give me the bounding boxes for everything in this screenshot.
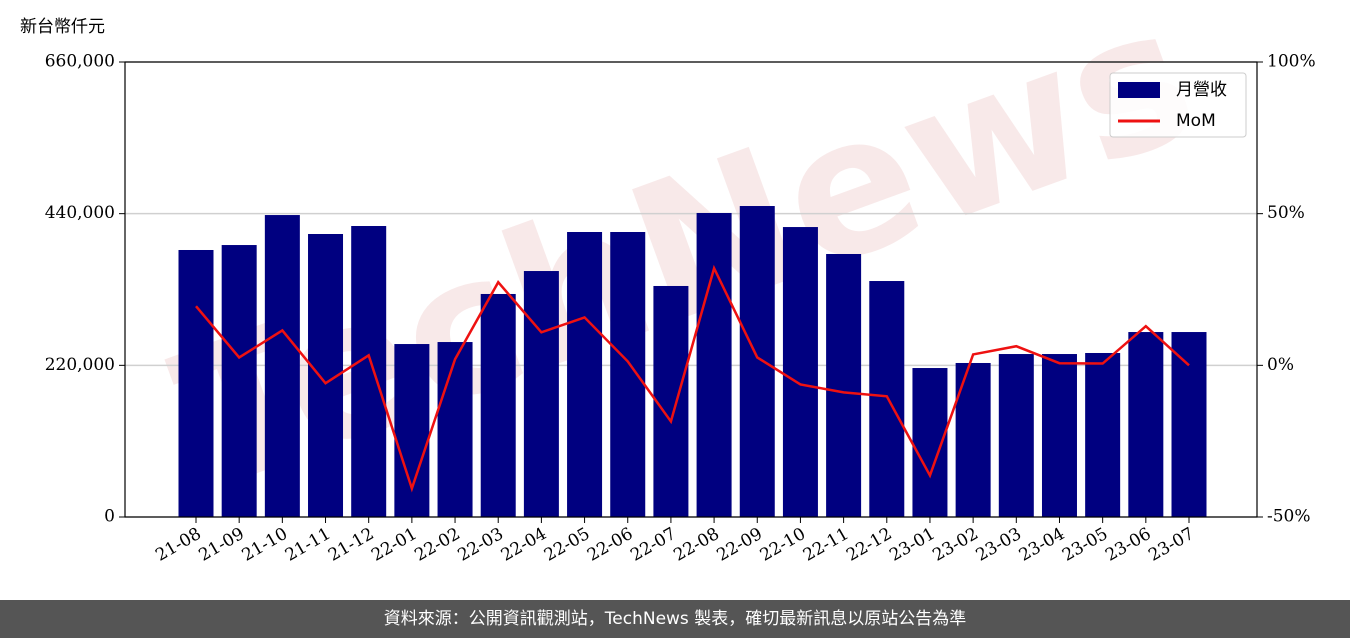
- bar: [523, 271, 559, 517]
- x-tick-label: 23-02: [929, 524, 981, 566]
- footer-text: 資料來源：公開資訊觀測站，TechNews 製表，確切最新訊息以原站公告為準: [384, 609, 966, 629]
- x-tick-label: 23-04: [1016, 524, 1068, 566]
- legend-label: 月營收: [1176, 80, 1227, 100]
- bar: [826, 253, 862, 517]
- line: [195, 264, 1190, 493]
- x-tick-label: 23-07: [1145, 524, 1197, 566]
- bar: [1085, 352, 1121, 517]
- x-tick-label: 22-10: [757, 524, 809, 566]
- bar: [610, 232, 646, 517]
- x-tick-label: 23-06: [1102, 524, 1154, 566]
- x-tick-label: 22-08: [670, 524, 722, 566]
- bar: [696, 212, 732, 517]
- x-tick-label: 22-04: [498, 524, 550, 566]
- legend-swatch: [1118, 82, 1160, 98]
- bar: [739, 206, 775, 517]
- y-tick-label: 440,000: [45, 203, 115, 223]
- bar: [351, 226, 387, 517]
- bar: [264, 215, 300, 517]
- x-tick-label: 23-05: [1059, 524, 1111, 566]
- y2-tick-label: -50%: [1267, 507, 1311, 527]
- x-tick-label: 21-11: [282, 524, 334, 566]
- y2-tick-label: 0%: [1267, 355, 1294, 375]
- x-tick-label: 21-08: [152, 524, 204, 566]
- bar: [653, 285, 689, 517]
- y2-tick-label: 50%: [1267, 203, 1305, 223]
- bar: [1128, 332, 1164, 517]
- y-tick-label: 220,000: [45, 355, 115, 375]
- x-tick-label: 22-07: [627, 524, 679, 566]
- y-tick-label: 660,000: [45, 52, 115, 72]
- x-tick-label: 22-09: [714, 524, 766, 566]
- bar: [567, 232, 603, 517]
- x-tick-label: 23-03: [973, 524, 1025, 566]
- x-tick-label: 21-10: [239, 524, 291, 566]
- x-tick-label: 22-06: [584, 524, 636, 566]
- x-tick-label: 23-01: [886, 524, 938, 566]
- plot-frame: [124, 61, 1258, 518]
- footer-bar: [0, 600, 1350, 638]
- bar: [782, 227, 818, 518]
- legend-label: MoM: [1176, 111, 1216, 131]
- x-tick-label: 21-12: [325, 524, 377, 566]
- x-tick-label: 22-03: [455, 524, 507, 566]
- x-tick-label: 22-05: [541, 524, 593, 566]
- bar: [437, 342, 473, 517]
- bar: [178, 249, 214, 517]
- bar: [480, 293, 516, 517]
- bar: [1041, 354, 1077, 517]
- bar: [1171, 332, 1207, 517]
- bar: [998, 354, 1034, 517]
- bar: [221, 245, 257, 517]
- y-tick-label: 0: [104, 507, 115, 527]
- x-tick-label: 22-12: [843, 524, 895, 566]
- bar: [869, 281, 905, 517]
- x-tick-label: 21-09: [195, 524, 247, 566]
- x-tick-label: 22-01: [368, 524, 420, 566]
- y-axis-label: 新台幣仟元: [20, 17, 105, 37]
- x-tick-label: 22-11: [800, 524, 852, 566]
- x-tick-label: 22-02: [411, 524, 463, 566]
- y2-tick-label: 100%: [1267, 52, 1316, 72]
